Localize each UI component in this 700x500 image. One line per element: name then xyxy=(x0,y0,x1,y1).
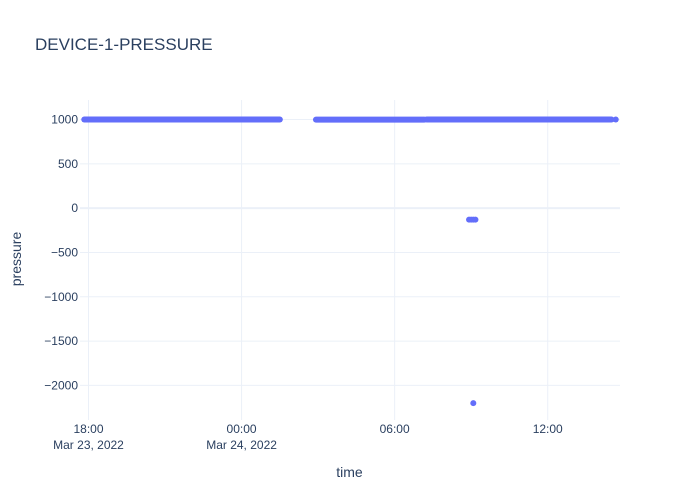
data-point xyxy=(470,400,477,407)
x-tick-sublabel: Mar 24, 2022 xyxy=(206,438,277,452)
y-tick-label: −1500 xyxy=(44,334,78,348)
x-tick-sublabel: Mar 23, 2022 xyxy=(53,438,124,452)
x-tick-label: 18:00 xyxy=(73,422,103,436)
grid xyxy=(80,100,620,420)
y-tick-label: 500 xyxy=(58,157,78,171)
y-tick-label: −1000 xyxy=(44,290,78,304)
y-tick-label: −500 xyxy=(51,245,78,259)
x-axis-ticks: 18:00 Mar 23, 2022 00:00 Mar 24, 2022 06:00 1… xyxy=(53,422,563,452)
x-tick-label: 06:00 xyxy=(380,422,410,436)
x-tick-label: 00:00 xyxy=(227,422,257,436)
scatter-series xyxy=(81,116,619,407)
y-axis-title: pressure xyxy=(8,232,24,287)
x-tick-label: 12:00 xyxy=(533,422,563,436)
data-point xyxy=(472,216,479,223)
y-tick-label: 1000 xyxy=(51,113,78,127)
chart-title: DEVICE-1-PRESSURE xyxy=(35,35,213,54)
y-axis-ticks: 1000 500 0 −500 −1000 −1500 −2000 xyxy=(44,113,78,393)
y-tick-label: 0 xyxy=(71,201,78,215)
y-tick-label: −2000 xyxy=(44,378,78,392)
x-axis-title: time xyxy=(336,464,363,480)
data-point xyxy=(612,116,619,123)
